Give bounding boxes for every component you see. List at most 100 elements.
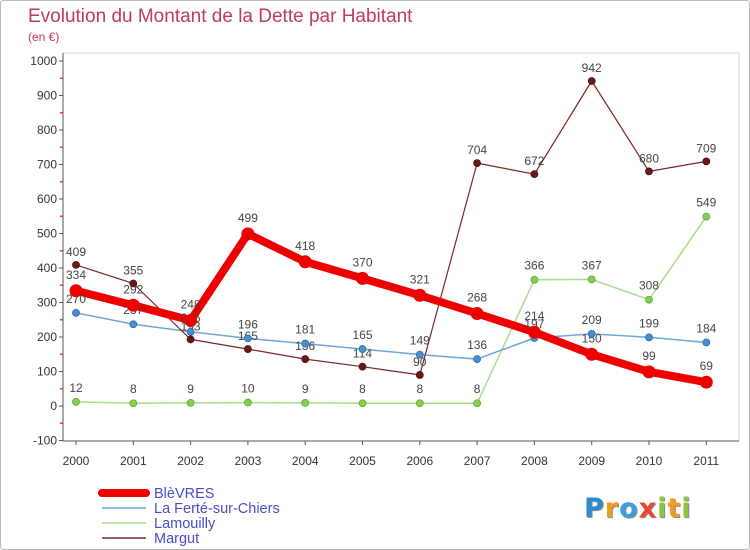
legend-item-blevres: BlèVRES xyxy=(98,486,214,502)
data-point-lamouilly xyxy=(415,399,424,408)
series-line-lamouilly xyxy=(75,215,708,404)
x-tick-label: 2008 xyxy=(521,454,548,468)
data-label: 704 xyxy=(467,143,487,157)
data-point-margut xyxy=(415,371,424,379)
data-point-la-ferte-sur-chiers xyxy=(702,338,711,347)
x-tick-label: 2000 xyxy=(63,454,90,468)
data-label: 321 xyxy=(410,272,430,286)
y-tick-label: 700 xyxy=(37,158,57,172)
data-label: 165 xyxy=(352,328,372,342)
logo-letter: r xyxy=(604,493,620,524)
data-point-margut xyxy=(301,355,310,363)
data-point-lamouilly xyxy=(473,399,482,408)
x-tick-label: 2001 xyxy=(120,454,147,468)
data-label: 114 xyxy=(353,347,372,361)
data-label: 248 xyxy=(181,297,201,311)
data-point-la-ferte-sur-chiers xyxy=(587,329,596,338)
series-line-margut xyxy=(75,80,707,376)
x-tick-label: 2010 xyxy=(636,454,663,468)
data-point-blevres xyxy=(527,325,541,339)
data-point-la-ferte-sur-chiers xyxy=(186,327,195,336)
data-point-la-ferte-sur-chiers xyxy=(358,345,367,353)
series-lines xyxy=(72,80,711,404)
y-tick-label: 300 xyxy=(37,296,57,310)
data-labels: 1289109888366367308549270237215196181165… xyxy=(66,61,717,396)
data-label: 136 xyxy=(467,338,487,352)
x-tick-label: 2004 xyxy=(292,454,319,468)
data-label: 370 xyxy=(352,255,372,269)
data-point-la-ferte-sur-chiers xyxy=(473,355,482,363)
data-point-blevres xyxy=(184,313,198,327)
logo-letter: o xyxy=(619,493,639,524)
data-point-lamouilly xyxy=(186,398,195,407)
x-tick-label: 2011 xyxy=(693,454,719,468)
data-point-lamouilly xyxy=(587,275,596,284)
data-label: 334 xyxy=(66,268,86,282)
data-label: 8 xyxy=(416,382,423,396)
data-point-blevres xyxy=(356,271,369,285)
data-point-blevres xyxy=(241,227,255,241)
data-point-blevres xyxy=(413,288,427,302)
data-points xyxy=(69,77,713,408)
proxiti-logo: Proxiti xyxy=(584,494,692,524)
data-point-margut xyxy=(645,167,653,176)
y-tick-label: 800 xyxy=(37,123,57,137)
data-point-margut xyxy=(530,170,539,179)
data-point-blevres xyxy=(642,365,656,379)
data-label: 268 xyxy=(467,291,487,305)
data-point-blevres xyxy=(298,255,312,269)
data-label: 10 xyxy=(241,382,255,396)
data-point-blevres xyxy=(69,284,83,298)
series-line-blevres xyxy=(72,229,711,387)
data-label: 197 xyxy=(524,317,544,331)
legend-item-margut: Margut xyxy=(102,531,199,547)
data-label: 209 xyxy=(582,313,602,327)
data-point-blevres xyxy=(470,307,484,321)
legend-item-la-ferte-sur-chiers: La Ferté-sur-Chiers xyxy=(102,501,280,517)
data-label: 8 xyxy=(359,382,366,396)
legend-item-lamouilly: Lamouilly xyxy=(102,516,216,532)
logo-letter: t xyxy=(667,493,682,524)
data-label: 196 xyxy=(238,317,258,331)
logo-letter: i xyxy=(681,493,692,524)
data-point-lamouilly xyxy=(645,295,653,304)
data-point-margut xyxy=(186,335,195,344)
data-point-lamouilly xyxy=(702,212,711,221)
data-point-lamouilly xyxy=(301,398,310,407)
x-tick-label: 2007 xyxy=(464,454,491,468)
data-point-margut xyxy=(473,159,482,168)
data-point-lamouilly xyxy=(129,399,138,408)
data-label: 8 xyxy=(130,382,137,396)
data-label: 409 xyxy=(66,245,86,259)
data-label: 418 xyxy=(295,239,315,253)
data-point-la-ferte-sur-chiers xyxy=(301,339,310,348)
data-label: 308 xyxy=(639,279,659,293)
data-label: 90 xyxy=(413,355,427,369)
data-label: 181 xyxy=(295,323,315,337)
logo-letter: i xyxy=(657,493,668,524)
x-tick-label: 2006 xyxy=(406,454,433,468)
chart-subtitle: (en €) xyxy=(28,30,60,44)
data-label: 199 xyxy=(639,316,659,330)
data-label: 8 xyxy=(474,382,481,396)
x-tick-label: 2009 xyxy=(578,454,605,468)
data-point-blevres xyxy=(126,298,140,312)
data-label: 549 xyxy=(696,196,716,210)
data-point-margut xyxy=(702,157,711,166)
data-point-margut xyxy=(243,345,252,353)
data-point-lamouilly xyxy=(243,398,252,407)
data-point-la-ferte-sur-chiers xyxy=(72,308,80,317)
chart-title: Evolution du Montant de la Dette par Hab… xyxy=(28,6,413,27)
data-label: 367 xyxy=(582,258,602,272)
data-label: 12 xyxy=(69,381,83,395)
y-tick-label: 1000 xyxy=(30,54,57,68)
data-label: 709 xyxy=(696,141,716,155)
data-label: 69 xyxy=(700,359,714,373)
y-tick-label: 500 xyxy=(37,227,57,241)
data-label: 9 xyxy=(187,382,194,396)
legend-label: BlèVRES xyxy=(154,486,214,502)
y-tick-label: -100 xyxy=(33,434,57,448)
legend-label: Lamouilly xyxy=(154,516,216,532)
